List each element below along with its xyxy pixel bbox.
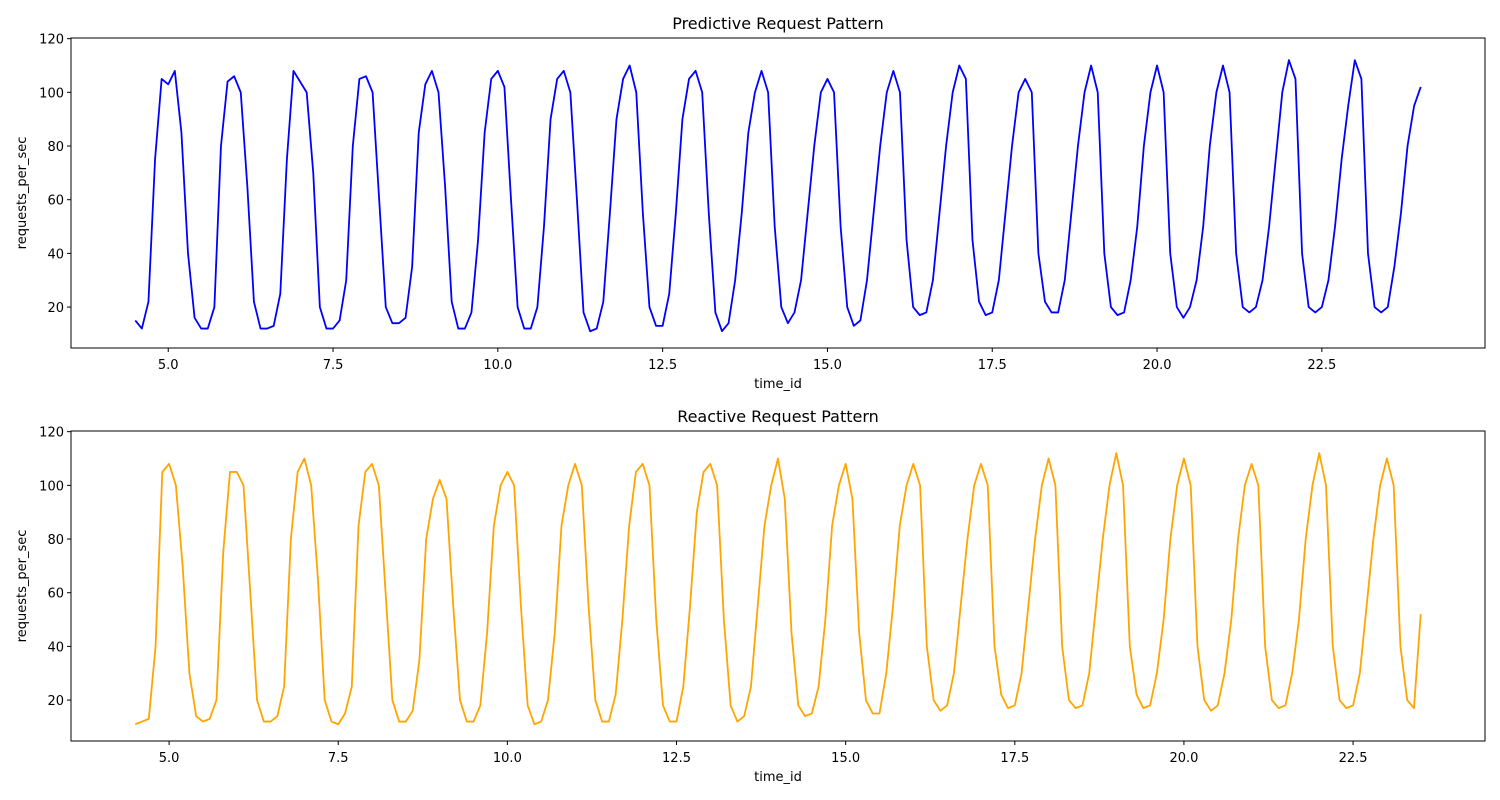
- data-line: [134, 452, 1422, 726]
- y-axis-label: requests_per_sec: [15, 530, 30, 643]
- x-tick-label: 10.0: [493, 751, 522, 766]
- y-tick-label: 60: [47, 587, 64, 602]
- y-tick-label: 80: [47, 533, 64, 548]
- x-tick-label: 15.0: [813, 358, 842, 373]
- y-tick-label: 100: [39, 86, 64, 101]
- x-tick-label: 17.5: [978, 358, 1007, 373]
- x-tick-label: 5.0: [159, 751, 180, 766]
- x-tick-label: 15.0: [831, 751, 860, 766]
- x-tick-label: 22.5: [1339, 751, 1368, 766]
- axes-frame: [70, 37, 1486, 349]
- y-tick-label: 100: [39, 479, 64, 494]
- x-axis-label: time_id: [754, 770, 802, 785]
- y-tick-label: 120: [39, 426, 64, 441]
- axes-frame: [70, 430, 1486, 742]
- x-tick-label: 17.5: [1000, 751, 1029, 766]
- y-tick-label: 20: [47, 301, 64, 316]
- x-tick-label: 5.0: [158, 358, 179, 373]
- x-tick-label: 22.5: [1307, 358, 1336, 373]
- y-tick-label: 20: [47, 694, 64, 709]
- x-tick-label: 10.0: [483, 358, 512, 373]
- x-tick-label: 20.0: [1169, 751, 1198, 766]
- x-tick-label: 20.0: [1143, 358, 1172, 373]
- y-tick-label: 120: [39, 33, 64, 48]
- chart-title: Reactive Request Pattern: [677, 407, 879, 426]
- y-tick-label: 40: [47, 640, 64, 655]
- y-axis-label: requests_per_sec: [15, 137, 30, 250]
- x-axis-label: time_id: [754, 377, 802, 392]
- x-tick-label: 7.5: [323, 358, 344, 373]
- x-tick-label: 12.5: [662, 751, 691, 766]
- x-tick-label: 12.5: [648, 358, 677, 373]
- x-tick-label: 7.5: [328, 751, 349, 766]
- y-tick-label: 60: [47, 194, 64, 209]
- data-line: [134, 59, 1422, 333]
- y-tick-label: 80: [47, 140, 64, 155]
- chart-title: Predictive Request Pattern: [672, 14, 884, 33]
- y-tick-label: 40: [47, 247, 64, 262]
